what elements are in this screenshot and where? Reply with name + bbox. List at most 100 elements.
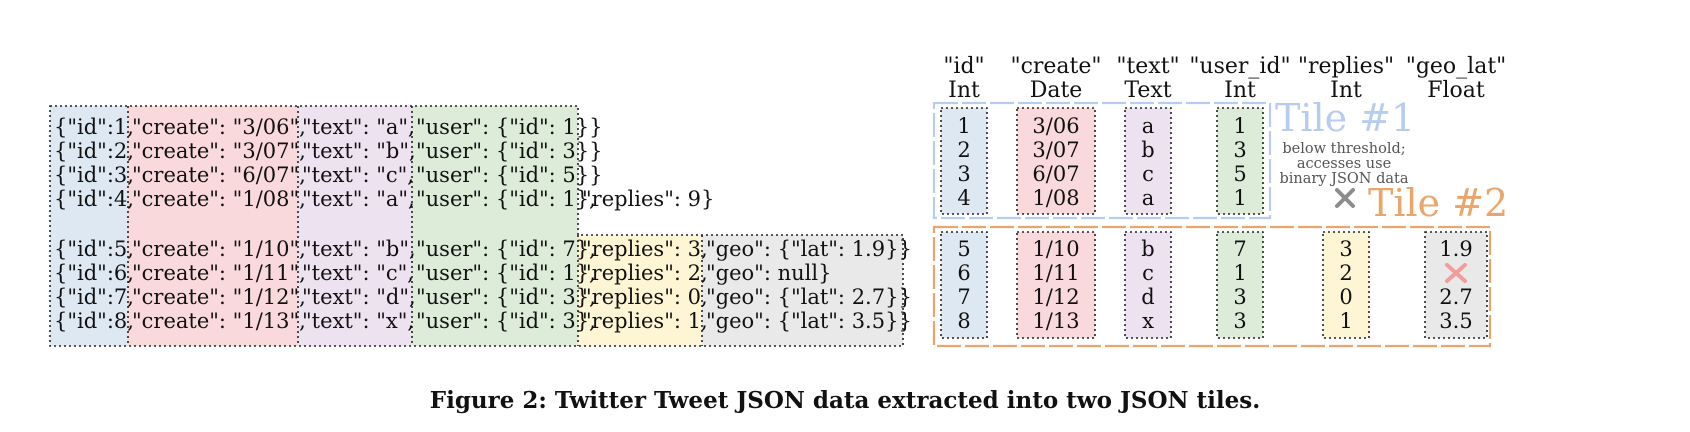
json-record-field-create: "create": "1/12", xyxy=(132,285,306,309)
tile-1-column-box xyxy=(1124,107,1172,215)
json-column-bg-user xyxy=(412,106,578,346)
json-record-field-text: "text": "a", xyxy=(302,115,415,139)
json-block-outline xyxy=(49,105,904,347)
json-record-field-id: {"id":6, xyxy=(54,261,134,285)
tile-2-cell: b xyxy=(1141,237,1154,261)
json-record-field-geo: "geo": {"lat": 3.5}} xyxy=(706,309,912,333)
tile-1-column-box xyxy=(940,107,988,215)
json-column-bg-create xyxy=(128,106,298,346)
json-record-field-create: "create": "6/07", xyxy=(132,163,306,187)
tile-1-cell: 1 xyxy=(957,114,970,138)
tile-2-cell: 1 xyxy=(1233,261,1246,285)
tile-2-cell: 3.5 xyxy=(1439,309,1472,333)
json-record-field-replies: "replies": 9} xyxy=(582,187,714,211)
json-column-bg-geo xyxy=(702,235,903,346)
tile-2-cell: 0 xyxy=(1339,285,1352,309)
json-record-field-text: "text": "x", xyxy=(302,309,414,333)
column-header-type: Text xyxy=(1124,78,1171,103)
json-record-field-user: "user": {"id": 7}, xyxy=(416,237,596,261)
json-record-field-user: "user": {"id": 1}, xyxy=(416,261,596,285)
tile-2-column-box xyxy=(1124,231,1172,339)
tile-2-cell: 3 xyxy=(1233,309,1246,333)
json-record-field-user: "user": {"id": 1}, xyxy=(416,187,596,211)
tile-2-cell: d xyxy=(1141,285,1154,309)
json-record-field-create: "create": "1/11", xyxy=(132,261,306,285)
json-record-field-id: {"id":7, xyxy=(54,285,134,309)
column-header-type: Int xyxy=(1330,78,1362,103)
tile-2-column-box xyxy=(1016,231,1096,339)
tile-1-cell: 3 xyxy=(957,162,970,186)
json-record-field-user: "user": {"id": 3}, xyxy=(416,309,596,333)
tile-2-cell: 5 xyxy=(957,237,970,261)
tile-1-cell: 1/08 xyxy=(1032,186,1079,210)
tile-2-cell: 7 xyxy=(957,285,970,309)
json-record-field-create: "create": "1/08", xyxy=(132,187,306,211)
column-header-name: "geo_lat" xyxy=(1406,54,1507,79)
column-header-type: Float xyxy=(1427,78,1485,103)
json-record-field-text: "text": "c", xyxy=(302,163,414,187)
tile-2-column-box xyxy=(1322,231,1370,339)
json-column-bg-id xyxy=(50,106,128,346)
tile-2-cell: 2.7 xyxy=(1439,285,1472,309)
json-record-field-replies: "replies": 3, xyxy=(582,237,708,261)
tile-2-column-box xyxy=(1216,231,1264,339)
json-record-field-id: {"id":8, xyxy=(54,309,134,333)
tile-1-column-box xyxy=(1016,107,1096,215)
json-record-field-user: "user": {"id": 3}, xyxy=(416,285,596,309)
json-record-field-text: "text": "c", xyxy=(302,261,414,285)
json-record-field-text: "text": "b", xyxy=(302,237,416,261)
column-header-name: "user_id" xyxy=(1189,54,1290,79)
tile-2-cell: 3 xyxy=(1339,237,1352,261)
tile-1-cell: 1 xyxy=(1233,186,1246,210)
null-value-cross-icon xyxy=(1445,263,1467,283)
json-column-bg-text xyxy=(298,106,412,346)
tile-2-cell: 2 xyxy=(1339,261,1352,285)
column-header-type: Date xyxy=(1030,78,1083,103)
json-record-field-geo: "geo": {"lat": 2.7}} xyxy=(706,285,912,309)
tile-1-cell: 1 xyxy=(1233,114,1246,138)
tile-2-frame xyxy=(932,225,1492,348)
tile-2-label: Tile #2 xyxy=(1368,181,1508,225)
tile-1-cell: 4 xyxy=(957,186,970,210)
tile-1-cell: 3 xyxy=(1233,138,1246,162)
tile-2-cell: 1/10 xyxy=(1032,237,1079,261)
tile-2-cell: 8 xyxy=(957,309,970,333)
column-header-name: "create" xyxy=(1010,54,1101,79)
tile-2-cell: 1/12 xyxy=(1032,285,1079,309)
tile-1-cell: a xyxy=(1142,186,1155,210)
tile-2-cell: c xyxy=(1142,261,1154,285)
tile-2-column-box xyxy=(940,231,988,339)
json-record-field-replies: "replies": 1, xyxy=(582,309,708,333)
tile-1-frame xyxy=(932,101,1272,220)
json-record-field-id: {"id":1, xyxy=(54,115,134,139)
tile-1-cell: 6/07 xyxy=(1032,162,1079,186)
tile-2-cell: 6 xyxy=(957,261,970,285)
tile-1-cell: a xyxy=(1142,114,1155,138)
raw-json-records: {"id":1,"create": "3/06","text": "a", "us… xyxy=(49,105,912,347)
json-record-field-user: "user": {"id": 5}} xyxy=(416,163,603,187)
json-record-field-create: "create": "1/13", xyxy=(132,309,306,333)
json-record-field-replies: "replies": 0, xyxy=(582,285,708,309)
tile-2-cell: 1/11 xyxy=(1032,261,1079,285)
json-record-field-user: "user": {"id": 1}} xyxy=(416,115,603,139)
tile-1-cell: c xyxy=(1142,162,1154,186)
json-record-field-id: {"id":3, xyxy=(54,163,134,187)
column-header-type: Int xyxy=(948,78,980,103)
json-record-field-text: "text": "a", xyxy=(302,187,415,211)
binary-json-cross-icon xyxy=(1335,188,1355,208)
json-tiles: "id"Int12345678"create"Date3/063/076/071… xyxy=(932,54,1508,348)
tile-1-label: Tile #1 xyxy=(1275,96,1415,140)
tile-1-note: binary JSON data xyxy=(1280,171,1409,187)
json-column-bg-replies xyxy=(578,235,702,346)
tile-2-cell: 1.9 xyxy=(1439,237,1472,261)
json-record-field-id: {"id":4, xyxy=(54,187,134,211)
tile-1-note: below threshold; xyxy=(1282,141,1405,157)
json-record-field-replies: "replies": 2, xyxy=(582,261,708,285)
json-record-field-text: "text": "d", xyxy=(302,285,416,309)
column-header-name: "replies" xyxy=(1298,54,1394,79)
json-record-field-user: "user": {"id": 3}} xyxy=(416,139,603,163)
cross-stroke xyxy=(1335,188,1355,208)
json-record-field-create: "create": "1/10", xyxy=(132,237,306,261)
json-record-field-create: "create": "3/06", xyxy=(132,115,306,139)
